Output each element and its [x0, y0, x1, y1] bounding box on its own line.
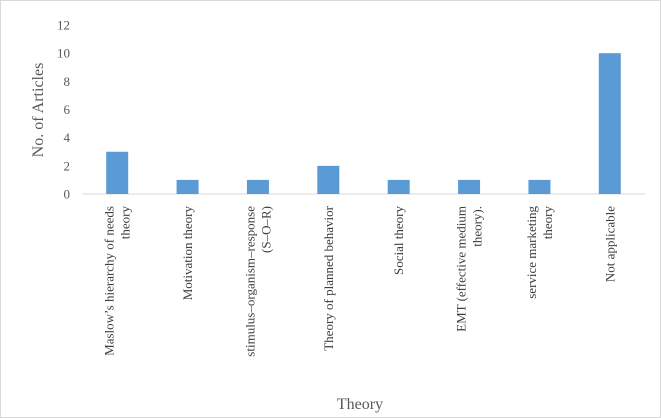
bar [387, 179, 410, 194]
bar [106, 151, 129, 194]
x-tick-label-line: theory [118, 206, 133, 240]
bar [176, 179, 199, 194]
x-tick-label: EMT (effective mediumtheory). [454, 206, 485, 332]
bar [458, 179, 481, 194]
y-tick-label: 2 [64, 158, 71, 173]
x-tick-label: service marketingtheory [524, 206, 555, 299]
y-axis-title: No. of Articles [30, 63, 47, 158]
x-tick-label-line: Social theory [391, 206, 406, 275]
x-tick-label-line: (S–O–R) [258, 206, 273, 253]
y-axis-ticks: 0 2 4 6 8 10 12 [57, 18, 71, 202]
x-axis-title: Theory [337, 396, 383, 413]
x-tick-label: stimulus–organism–response(S–O–R) [242, 206, 273, 357]
y-tick-label: 12 [57, 18, 70, 33]
bar [246, 179, 269, 194]
x-tick-label-line: Maslow’s hierarchy of needs [102, 206, 117, 356]
x-tick-label: Theory of planned behavior [321, 205, 336, 350]
y-tick-label: 0 [64, 187, 71, 202]
x-tick-label-line: Theory of planned behavior [321, 205, 336, 350]
x-tick-label: Social theory [391, 206, 406, 275]
x-axis-category-labels: Maslow’s hierarchy of needstheory Motivat… [102, 205, 618, 356]
bar [317, 165, 340, 194]
x-tick-label-line: service marketing [524, 206, 539, 299]
y-tick-label: 4 [64, 130, 71, 145]
y-tick-label: 8 [64, 74, 71, 89]
bar [598, 53, 621, 194]
x-tick-label-line: theory). [470, 206, 485, 247]
x-tick-label: Motivation theory [180, 206, 195, 301]
x-tick-label-line: Not applicable [602, 206, 617, 282]
y-tick-label: 10 [57, 46, 70, 61]
y-tick-label: 6 [64, 102, 71, 117]
x-tick-label-line: theory [540, 206, 555, 240]
x-tick-label-line: EMT (effective medium [454, 206, 469, 332]
bar-series [106, 53, 621, 194]
x-tick-label-line: stimulus–organism–response [242, 206, 257, 357]
bar [528, 179, 551, 194]
x-tick-label: Maslow’s hierarchy of needstheory [102, 206, 133, 356]
x-tick-label-line: Motivation theory [180, 206, 195, 301]
x-tick-label: Not applicable [602, 206, 617, 282]
